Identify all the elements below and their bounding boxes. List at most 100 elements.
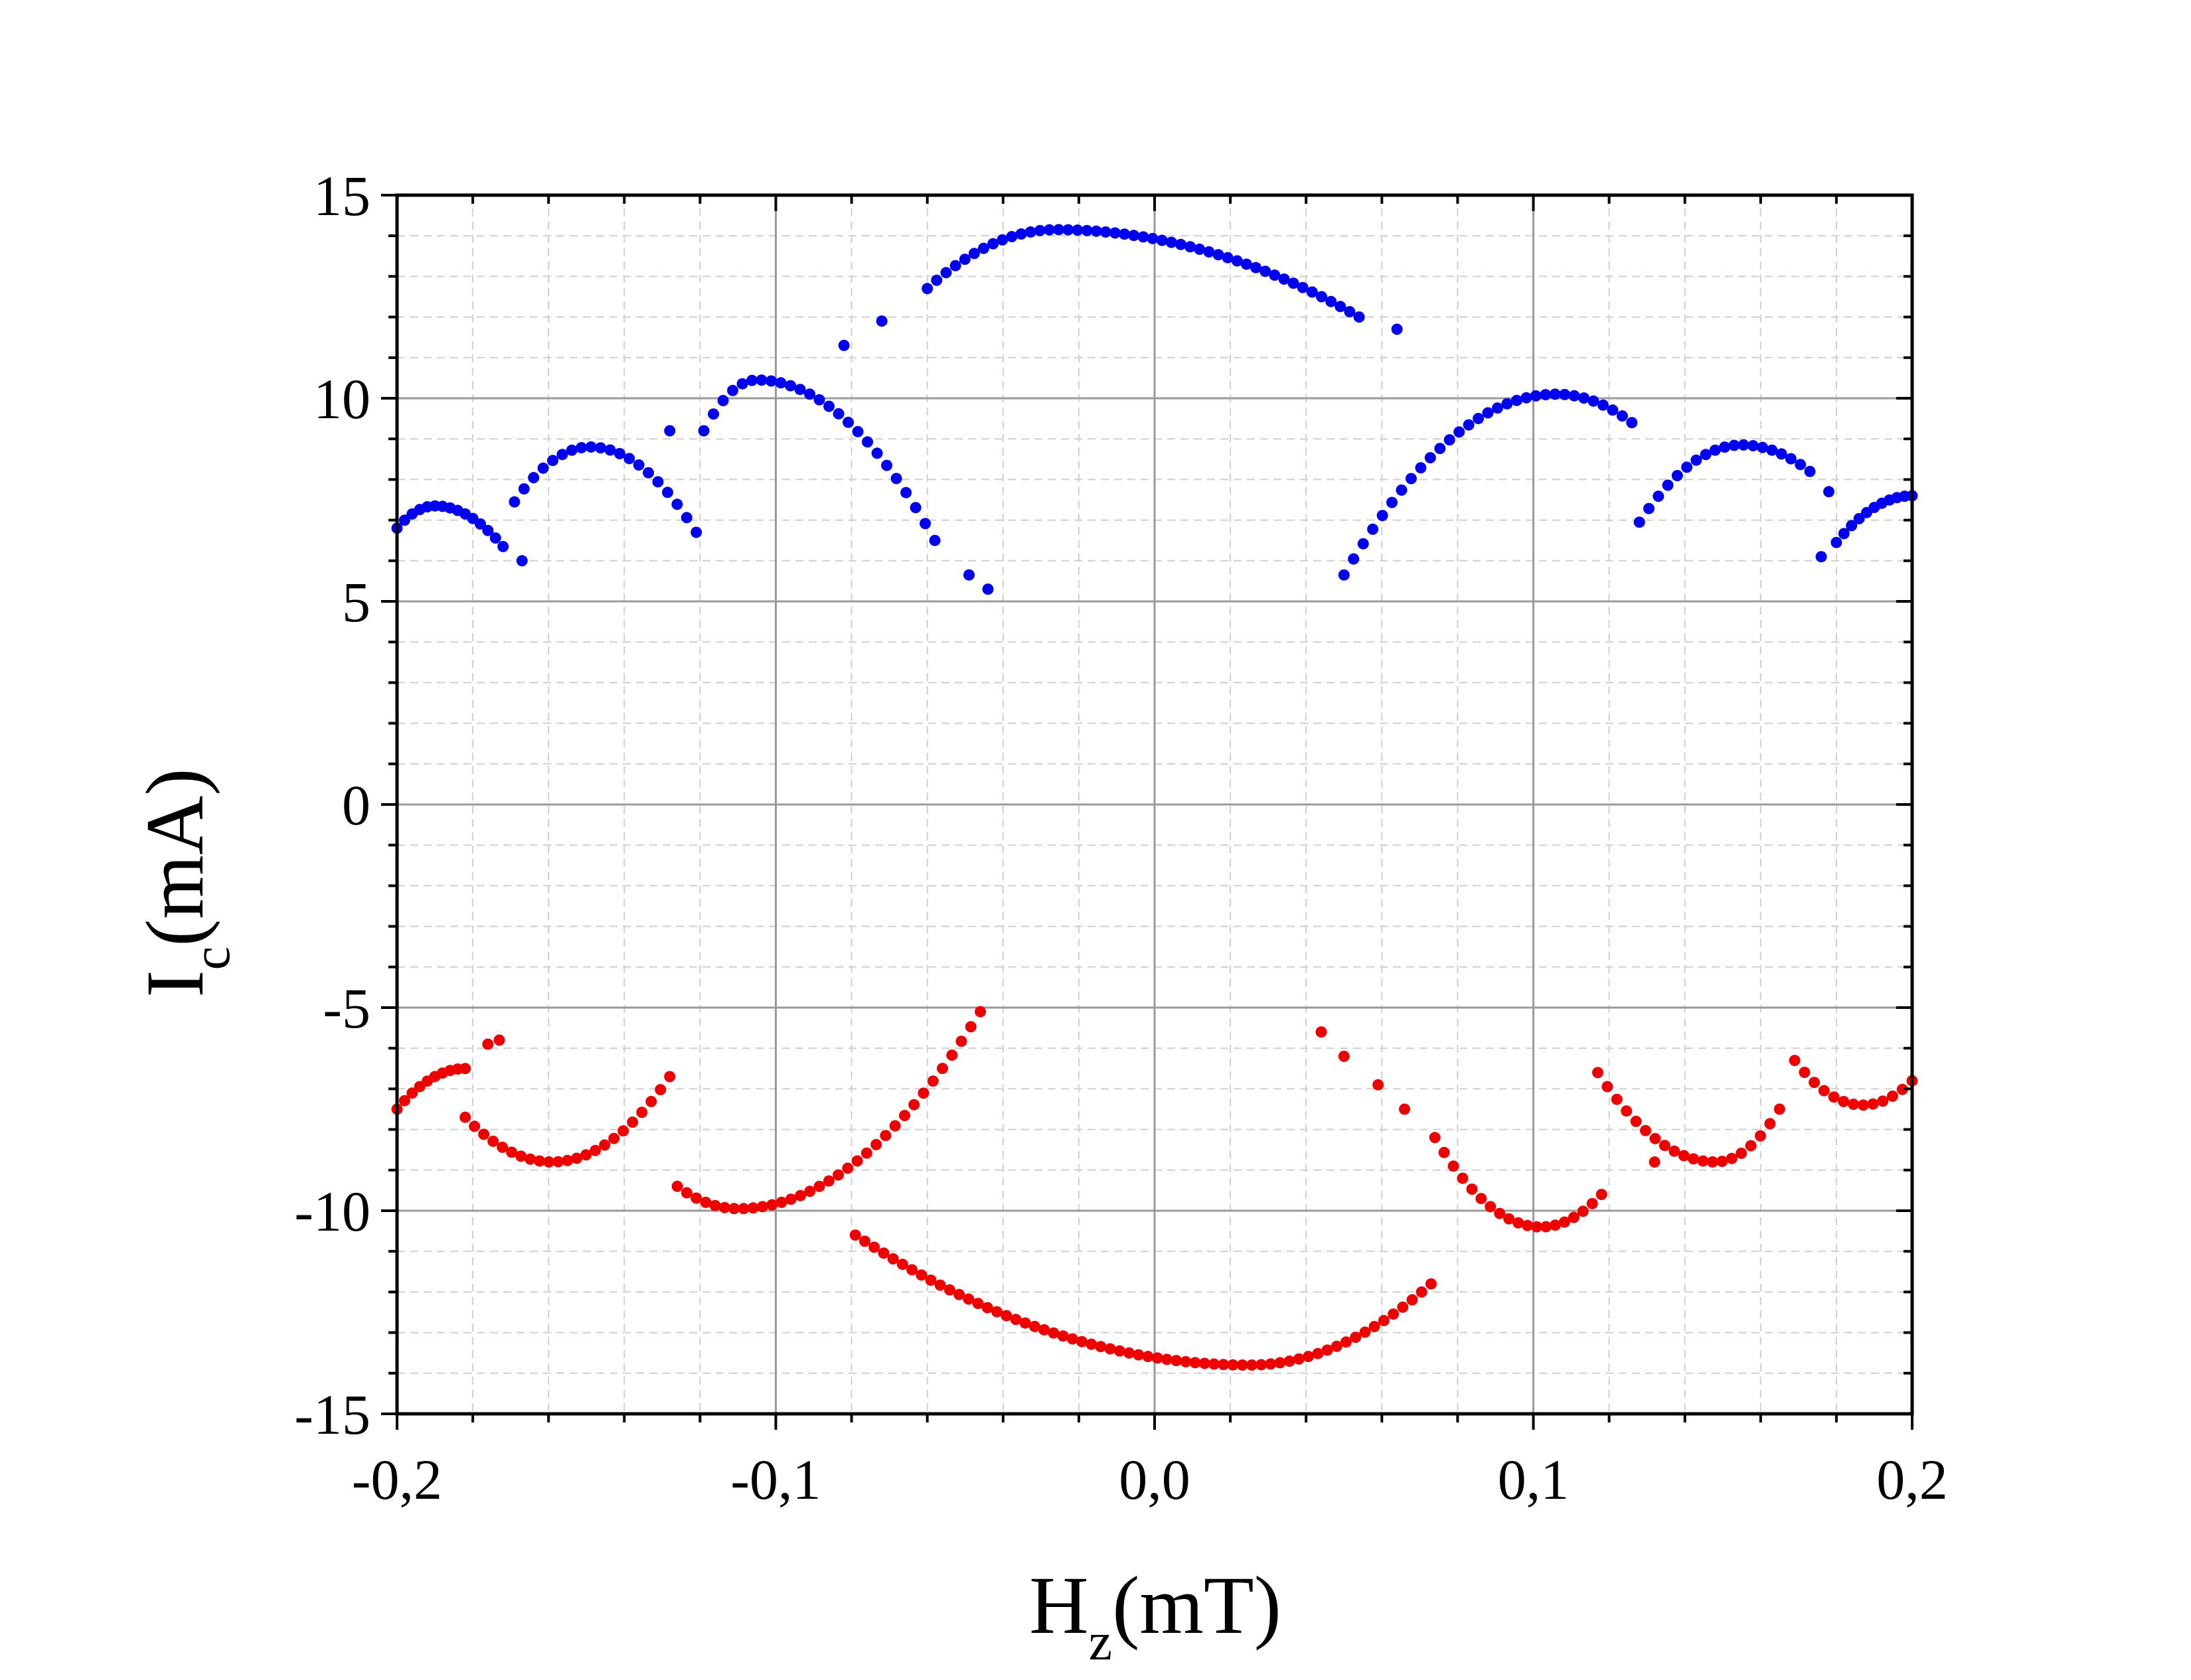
data-point (1165, 236, 1177, 248)
data-point (1887, 1091, 1898, 1102)
grid-lines (397, 195, 1912, 1414)
data-point (528, 472, 540, 484)
data-point (1653, 491, 1664, 502)
data-point (1633, 516, 1645, 528)
data-point (965, 1021, 977, 1033)
data-point (1325, 295, 1337, 307)
data-point (953, 1288, 965, 1300)
data-point (871, 447, 883, 459)
data-point (1597, 399, 1609, 411)
data-point (671, 1180, 683, 1192)
data-point (1265, 1358, 1277, 1370)
data-point (870, 1138, 882, 1150)
data-point (1405, 473, 1417, 485)
data-point (968, 248, 980, 260)
data-point (655, 1084, 667, 1096)
data-point (1315, 1026, 1327, 1038)
data-point (671, 498, 683, 510)
data-point (972, 1298, 984, 1310)
data-point (1453, 426, 1465, 438)
data-point (1015, 228, 1027, 240)
data-point (1019, 1317, 1031, 1329)
data-point (1457, 1172, 1469, 1184)
data-point (852, 425, 864, 437)
data-point (1338, 569, 1350, 581)
data-point (1659, 1140, 1670, 1152)
data-point (795, 1189, 807, 1201)
data-point (1368, 1321, 1380, 1332)
data-point (1212, 249, 1224, 261)
data-point (1335, 301, 1346, 313)
y-tick-label: 5 (342, 570, 370, 634)
data-point (1222, 252, 1234, 264)
data-point (849, 1229, 861, 1241)
data-point (478, 1128, 490, 1140)
data-point (833, 1169, 845, 1181)
data-point (585, 441, 597, 453)
data-point (1485, 1201, 1497, 1213)
data-point (1520, 392, 1532, 404)
data-point (709, 1199, 721, 1211)
data-point (908, 1099, 920, 1110)
data-point (1830, 536, 1842, 548)
data-point (1208, 1358, 1220, 1370)
data-point (981, 1302, 993, 1314)
x-axis-title-main: H (1029, 1560, 1089, 1651)
data-point (1668, 1145, 1680, 1157)
data-point (1877, 1095, 1889, 1107)
data-point (766, 375, 777, 387)
data-point (1438, 1146, 1450, 1158)
data-point (931, 274, 943, 286)
data-point (1700, 449, 1712, 461)
data-point (1119, 228, 1131, 240)
data-point (1104, 1343, 1116, 1355)
data-point (1690, 454, 1702, 466)
data-point (482, 524, 494, 536)
data-point (929, 534, 941, 546)
y-axis-title: Ic(mA) (129, 768, 241, 997)
data-point (1044, 224, 1055, 236)
data-point (1738, 439, 1749, 451)
data-point (623, 453, 635, 465)
data-point (1896, 1083, 1908, 1095)
data-point (813, 394, 825, 406)
data-point (1142, 1351, 1154, 1363)
data-point (991, 1306, 1003, 1318)
data-point (1269, 269, 1281, 281)
data-point (910, 502, 922, 514)
data-point (1386, 496, 1398, 508)
data-point (547, 455, 558, 467)
data-point (487, 1135, 499, 1147)
data-point (1086, 1338, 1097, 1350)
data-point (794, 384, 806, 396)
data-point (1388, 1308, 1400, 1320)
data-point (1350, 1332, 1362, 1343)
data-point (775, 1196, 787, 1208)
data-point (1757, 441, 1769, 453)
data-point (1595, 1189, 1607, 1200)
series-positive-ic (391, 224, 1918, 595)
data-point (1344, 306, 1356, 318)
data-point (997, 234, 1009, 246)
data-point (925, 1274, 937, 1286)
data-point (1640, 1124, 1651, 1136)
y-tick-label: 15 (313, 164, 370, 228)
data-point (916, 1269, 928, 1281)
data-point (1293, 1353, 1305, 1365)
data-point (643, 467, 655, 479)
data-point (1587, 395, 1599, 407)
data-point (1706, 1156, 1718, 1168)
data-point (1616, 410, 1628, 422)
data-point (406, 1087, 418, 1099)
data-point (1697, 1155, 1709, 1167)
data-point (1838, 528, 1850, 540)
data-point (1306, 286, 1318, 298)
data-point (1736, 1148, 1747, 1159)
data-point (1867, 1098, 1879, 1110)
data-point (1818, 1085, 1830, 1097)
data-point (576, 442, 588, 453)
data-point (700, 1196, 712, 1208)
data-point (515, 1150, 527, 1162)
data-point (1775, 448, 1787, 460)
data-point (1466, 1184, 1478, 1195)
